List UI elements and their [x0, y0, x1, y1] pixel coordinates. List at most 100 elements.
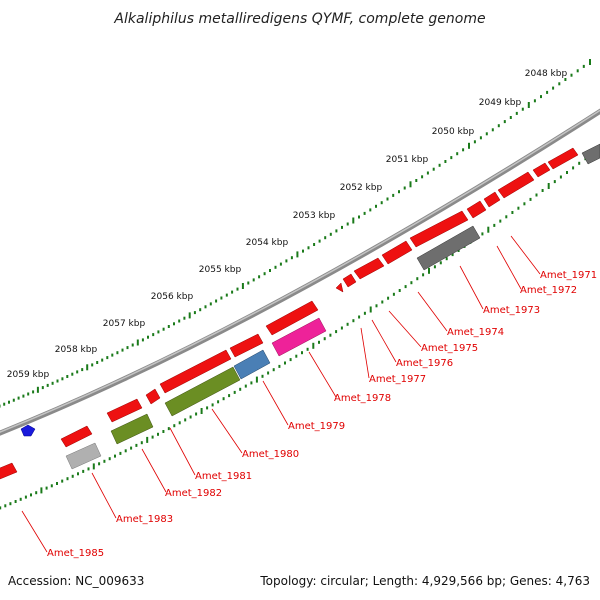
minor-tick — [199, 308, 202, 312]
gene-label-amet-1978: Amet_1978 — [334, 393, 391, 404]
minor-tick — [51, 381, 54, 385]
gene-feature-rev-gray-top[interactable] — [581, 143, 600, 165]
tick-label-2050: 2050 kbp — [432, 127, 475, 137]
minor-tick — [220, 296, 223, 300]
gene-feature-fwd-07[interactable] — [381, 240, 413, 265]
minor-tick — [56, 482, 58, 485]
minor-tick — [279, 262, 282, 266]
gene-feature-fwd-16[interactable] — [60, 425, 93, 448]
minor-tick — [432, 167, 435, 171]
gene-feature-rev-lightgray[interactable] — [65, 442, 102, 470]
minor-tick — [523, 202, 526, 206]
gene-feature-fwd-04[interactable] — [483, 191, 501, 208]
minor-tick — [116, 351, 119, 355]
major-tick — [86, 364, 89, 371]
minor-tick — [167, 325, 170, 328]
gene-feature-fwd-06[interactable] — [409, 210, 469, 248]
gene-feature-fwd-10[interactable] — [335, 282, 344, 293]
minor-tick — [392, 193, 395, 197]
minor-tick — [511, 211, 514, 214]
gene-feature-fwd-11[interactable] — [265, 300, 319, 336]
minor-tick — [77, 472, 79, 476]
minor-tick — [499, 219, 502, 223]
tick-label-2056: 2056 kbp — [151, 292, 194, 302]
minor-tick — [323, 337, 326, 341]
minor-tick — [302, 249, 304, 253]
minor-tick — [233, 390, 236, 394]
minor-tick — [346, 322, 349, 326]
gene-feature-rev-magenta[interactable] — [271, 317, 327, 357]
minor-tick — [106, 356, 109, 360]
minor-tick — [3, 402, 6, 406]
topology-text: Topology: circular; Length: 4,929,566 bp… — [259, 574, 590, 588]
minor-tick — [244, 384, 247, 388]
minor-tick — [570, 73, 573, 77]
minor-tick — [157, 432, 159, 436]
minor-tick — [231, 290, 234, 294]
minor-tick — [30, 493, 32, 497]
minor-tick — [541, 189, 544, 192]
minor-tick — [572, 166, 575, 170]
gene-feature-fwd-02[interactable] — [532, 162, 551, 178]
gene-feature-fwd-14[interactable] — [145, 388, 161, 405]
minor-tick — [307, 246, 310, 250]
minor-tick — [284, 361, 286, 365]
gene-feature-fwd-03[interactable] — [497, 171, 535, 199]
leader-line-1975 — [388, 310, 422, 348]
minor-tick — [553, 180, 556, 184]
minor-tick — [258, 275, 261, 279]
minor-tick — [318, 239, 321, 243]
minor-tick — [503, 120, 506, 124]
minor-tick — [35, 491, 38, 495]
forward-strand-genes — [0, 147, 579, 480]
accession-text: Accession: NC_009633 — [8, 574, 144, 588]
gene-feature-fwd-09[interactable] — [342, 273, 357, 288]
gene-feature-blue-pentagon[interactable] — [20, 424, 36, 437]
minor-tick — [324, 236, 327, 240]
gene-label-amet-1979: Amet_1979 — [288, 421, 345, 432]
minor-tick — [98, 462, 101, 466]
minor-tick — [358, 215, 360, 219]
major-tick — [547, 183, 550, 189]
leader-line-1980 — [211, 408, 243, 454]
major-tick — [136, 339, 139, 346]
minor-tick — [491, 128, 494, 132]
gene-label-amet-1985: Amet_1985 — [47, 548, 104, 559]
gene-feature-rev-gray-1973[interactable] — [416, 225, 481, 271]
gene-feature-fwd-15[interactable] — [106, 398, 143, 423]
gene-label-amet-1975: Amet_1975 — [421, 343, 478, 354]
gene-feature-fwd-01[interactable] — [547, 147, 579, 170]
major-tick — [241, 283, 244, 289]
minor-tick — [439, 261, 442, 265]
minor-tick — [183, 316, 186, 320]
major-tick — [188, 312, 191, 319]
map-title: Alkaliphilus metalliredigens QYMF, compl… — [113, 11, 485, 27]
gene-feature-rev-olive-long[interactable] — [164, 366, 241, 417]
minor-tick — [267, 371, 270, 375]
gene-feature-rev-olive-short[interactable] — [110, 413, 154, 445]
minor-tick — [363, 211, 366, 215]
minor-tick — [329, 333, 332, 337]
gene-feature-fwd-12[interactable] — [229, 333, 264, 358]
gene-feature-fwd-08[interactable] — [353, 257, 385, 280]
minor-tick — [566, 171, 568, 174]
gene-feature-fwd-05[interactable] — [466, 200, 487, 219]
minor-tick — [295, 354, 298, 358]
minor-tick — [162, 430, 165, 433]
minor-tick — [521, 107, 524, 111]
leader-line-1972 — [496, 245, 522, 290]
gene-feature-rev-blue[interactable] — [233, 349, 271, 380]
minor-tick — [61, 377, 64, 381]
minor-tick — [289, 358, 292, 362]
gene-feature-fwd-13[interactable] — [159, 349, 232, 394]
tick-label-2059: 2059 kbp — [7, 370, 50, 380]
minor-tick — [4, 504, 7, 508]
minor-tick — [410, 281, 413, 285]
minor-tick — [24, 495, 27, 499]
minor-tick — [195, 412, 198, 416]
minor-tick — [422, 273, 425, 277]
gene-feature-fwd-17[interactable] — [0, 462, 18, 480]
tick-label-2058: 2058 kbp — [55, 345, 98, 355]
minor-tick — [301, 351, 303, 355]
minor-tick — [285, 259, 288, 263]
